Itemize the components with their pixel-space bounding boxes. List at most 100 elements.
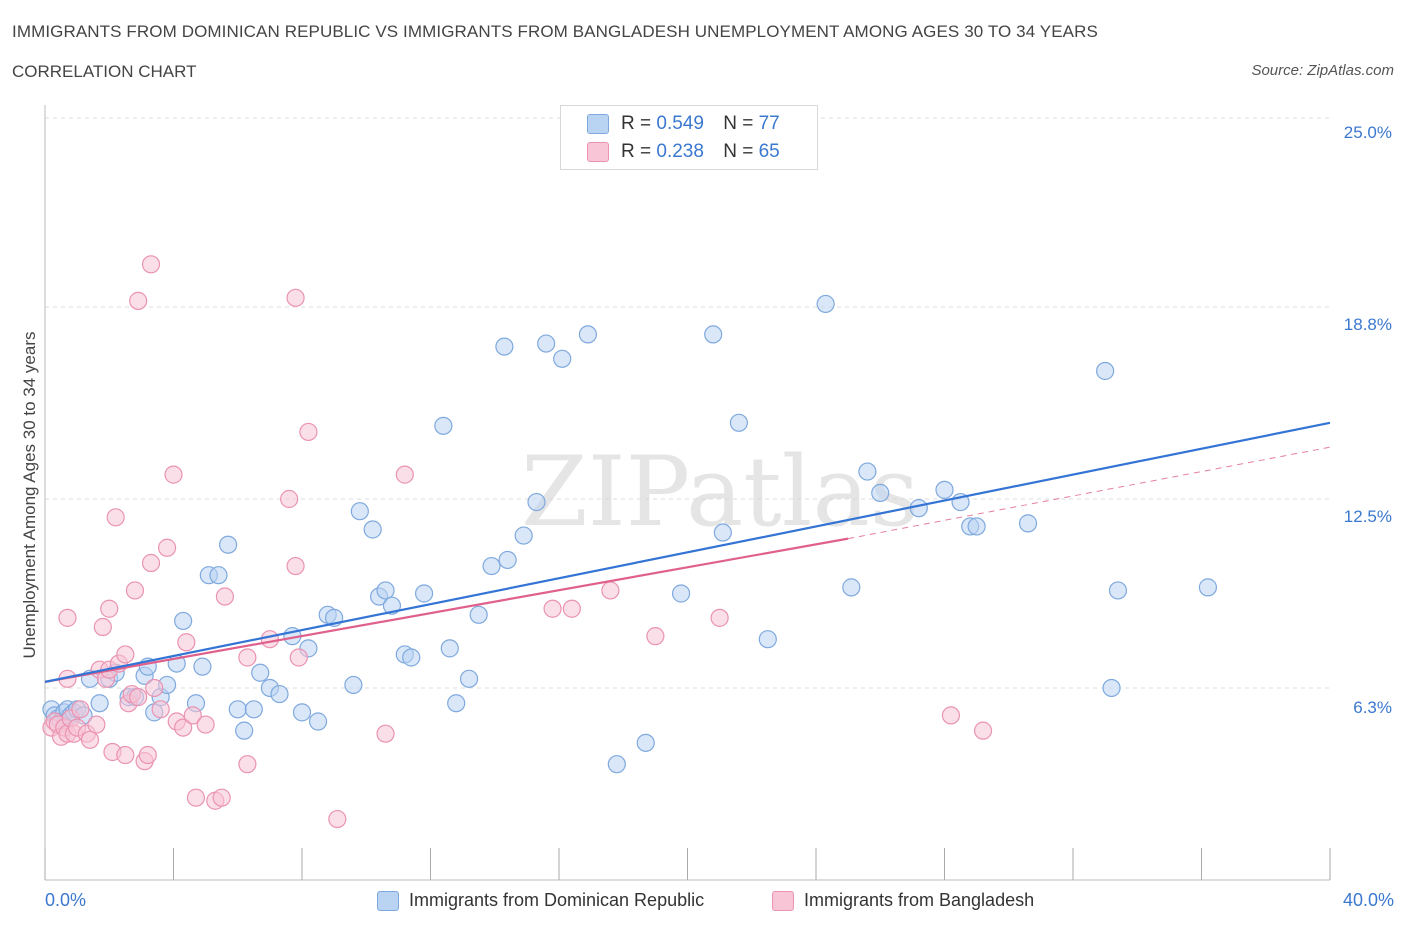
data-point-bangladesh (125, 581, 145, 600)
data-point-dominican (935, 480, 954, 499)
data-point-bangladesh (280, 489, 299, 509)
data-point-dominican (270, 684, 289, 704)
data-point-dominican (498, 550, 517, 570)
legend-swatch-blue (377, 891, 399, 912)
chart-title: IMMIGRANTS FROM DOMINICAN REPUBLIC VS IM… (12, 22, 1098, 41)
data-point-bangladesh (238, 755, 257, 774)
data-point-dominican (578, 325, 598, 344)
trend-lines (44, 421, 1331, 683)
data-point-bangladesh (289, 648, 308, 667)
data-point-bangladesh (646, 627, 665, 646)
data-point-dominican (871, 483, 890, 503)
data-point-dominican (90, 694, 109, 713)
y-tick-label-6-3: 6.3% (1353, 698, 1392, 717)
data-point-bangladesh (138, 745, 157, 765)
data-point-dominican (459, 669, 479, 688)
data-point-dominican (527, 492, 546, 512)
data-point-dominican (1096, 361, 1115, 381)
trend-line-bangladesh (44, 537, 849, 683)
x-tick-label-max: 40.0% (1342, 890, 1394, 910)
data-point-bangladesh (106, 508, 125, 527)
data-point-dominican (1018, 514, 1038, 533)
data-point-dominican (251, 663, 270, 682)
data-point-bangladesh (376, 724, 395, 743)
data-point-bangladesh (174, 718, 193, 737)
data-point-dominican (363, 520, 382, 539)
data-point-dominican (376, 581, 395, 600)
data-point-dominican (842, 578, 861, 597)
data-point-dominican (816, 294, 835, 314)
chart-subtitle: CORRELATION CHART (12, 62, 197, 81)
y-tick-label-25: 25.0% (1343, 123, 1392, 142)
data-point-bangladesh (177, 633, 196, 652)
data-point-bangladesh (286, 556, 305, 576)
data-point-bangladesh (196, 715, 215, 734)
data-point-dominican (402, 648, 421, 667)
data-point-dominican (858, 462, 877, 481)
data-point-dominican (414, 584, 434, 603)
data-point-dominican (729, 413, 749, 432)
n-value-dominican: 77 (758, 113, 780, 134)
data-point-bangladesh (238, 648, 257, 667)
data-point-bangladesh (328, 809, 347, 829)
data-point-dominican (704, 325, 723, 344)
data-point-bangladesh (215, 587, 234, 606)
data-point-dominican (909, 499, 928, 518)
legend-swatch-blue (587, 113, 609, 134)
data-point-bangladesh (100, 599, 119, 618)
data-point-bangladesh (543, 599, 562, 618)
data-point-bangladesh (151, 700, 170, 719)
data-point-dominican (174, 611, 193, 631)
data-point-bangladesh (71, 700, 90, 719)
source-label: Source: ZipAtlas.com (1251, 62, 1394, 79)
trend-line-bangladesh-extension (848, 446, 1331, 540)
n-label: N = (723, 113, 754, 134)
data-point-dominican (636, 733, 655, 752)
data-point-bangladesh (186, 788, 206, 807)
data-point-bangladesh (141, 255, 161, 274)
legend-label-dominican: Immigrants from Dominican Republic (409, 890, 705, 910)
data-point-dominican (292, 703, 312, 722)
trend-line-dominican (44, 421, 1331, 683)
r-label: R = (621, 113, 652, 134)
data-point-bangladesh (164, 465, 183, 484)
data-point-dominican (209, 566, 228, 585)
data-point-bangladesh (395, 465, 414, 484)
data-point-bangladesh (87, 715, 106, 734)
data-point-dominican (514, 526, 533, 545)
stats-legend: R = 0.549 N = 77 R = 0.238 N = 65 (560, 105, 818, 170)
data-point-dominican (469, 605, 488, 624)
data-point-dominican (344, 675, 363, 695)
x-tick-label-min: 0.0% (45, 890, 87, 910)
data-point-dominican (228, 700, 247, 719)
data-point-dominican (382, 596, 402, 615)
data-point-dominican (1198, 578, 1218, 597)
data-point-dominican (235, 721, 254, 740)
y-tick-label-12-5: 12.5% (1343, 507, 1392, 526)
data-point-dominican (758, 630, 777, 649)
legend-item-bangladesh: Immigrants from Bangladesh (772, 890, 1035, 912)
data-point-dominican (1108, 581, 1128, 600)
data-point-bangladesh (93, 617, 112, 637)
data-point-dominican (671, 584, 691, 603)
data-point-dominican (350, 502, 369, 521)
data-point-dominican (967, 517, 986, 536)
data-point-dominican (219, 535, 238, 554)
data-point-bangladesh (116, 645, 135, 664)
legend-swatch-pink (772, 891, 794, 912)
r-label: R = (621, 141, 652, 162)
data-point-bangladesh (145, 678, 164, 698)
data-point-bangladesh (157, 538, 177, 557)
series-dominican-points (42, 294, 1218, 774)
data-point-bangladesh (286, 288, 305, 307)
data-point-dominican (193, 657, 212, 676)
data-point-dominican (434, 416, 453, 435)
data-point-dominican (713, 523, 732, 542)
data-point-dominican (553, 349, 572, 368)
n-value-bangladesh: 65 (758, 141, 780, 162)
data-point-dominican (440, 639, 459, 658)
data-point-dominican (244, 700, 263, 719)
y-tick-label-18-8: 18.8% (1343, 315, 1392, 334)
legend-label-bangladesh: Immigrants from Bangladesh (804, 890, 1035, 910)
